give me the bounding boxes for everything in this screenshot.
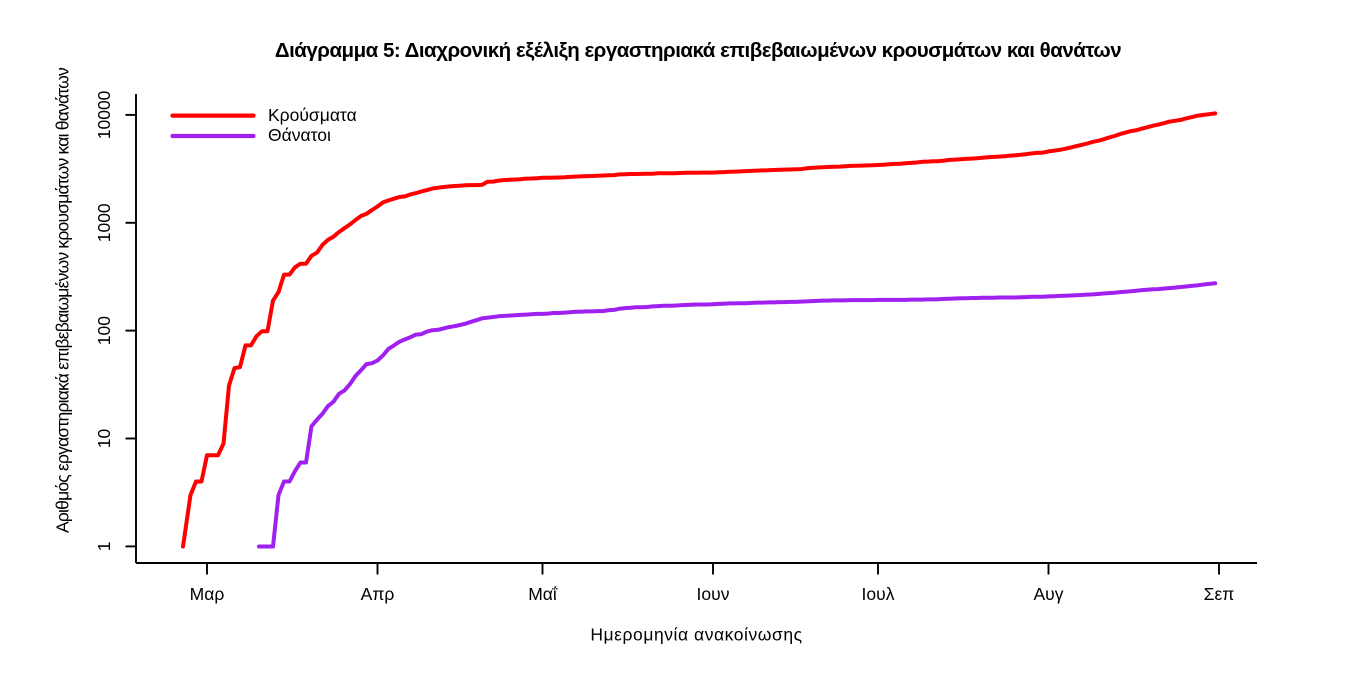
svg-text:10000: 10000 bbox=[94, 90, 114, 139]
svg-text:Ιουλ: Ιουλ bbox=[862, 584, 895, 604]
svg-text:Διάγραμμα 5: Διαχρονική εξέλιξ: Διάγραμμα 5: Διαχρονική εξέλιξη εργαστηρ… bbox=[275, 39, 1121, 62]
svg-text:Αριθμός εργαστηριακά επιβεβαιω: Αριθμός εργαστηριακά επιβεβαιωμένων κρου… bbox=[53, 67, 73, 533]
svg-text:Θάνατοι: Θάνατοι bbox=[268, 125, 331, 145]
svg-text:Αυγ: Αυγ bbox=[1034, 584, 1064, 604]
svg-text:Μαρ: Μαρ bbox=[190, 584, 225, 604]
svg-text:Ημερομηνία ανακοίνωσης: Ημερομηνία ανακοίνωσης bbox=[590, 625, 802, 645]
svg-text:Μαΐ: Μαΐ bbox=[528, 584, 558, 604]
svg-text:Απρ: Απρ bbox=[361, 584, 395, 604]
svg-text:Κρούσματα: Κρούσματα bbox=[268, 105, 357, 125]
svg-text:1000: 1000 bbox=[94, 203, 114, 242]
svg-text:Σεπ: Σεπ bbox=[1204, 584, 1235, 604]
svg-text:Ιουν: Ιουν bbox=[697, 584, 730, 604]
svg-text:1: 1 bbox=[94, 542, 114, 552]
svg-text:100: 100 bbox=[94, 316, 114, 345]
svg-text:10: 10 bbox=[94, 429, 114, 449]
